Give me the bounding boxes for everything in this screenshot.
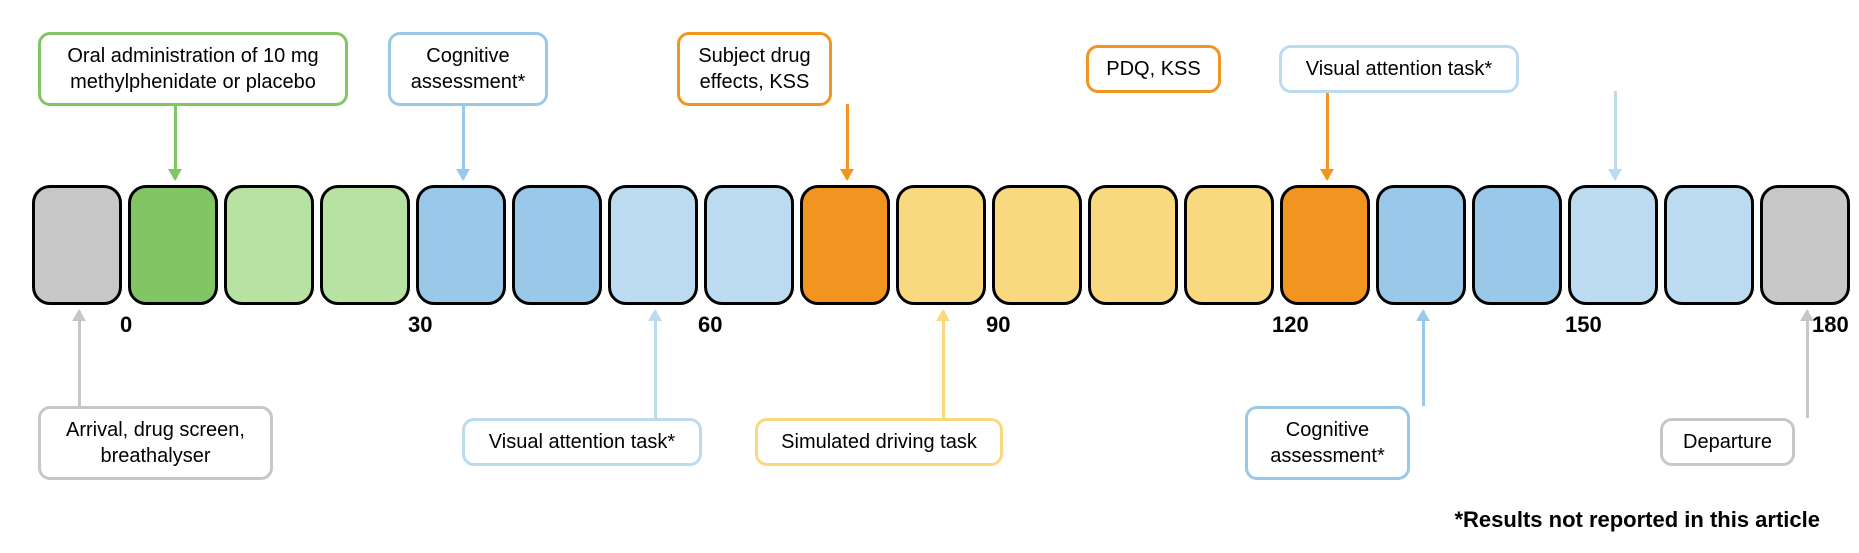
timeline-block (704, 185, 794, 305)
callout-visual-attn-2: Visual attention task* (1279, 45, 1519, 93)
callout-arrival: Arrival, drug screen,breathalyser (38, 406, 273, 480)
timeline-block (800, 185, 890, 305)
arrow (174, 104, 177, 179)
timeline-block (32, 185, 122, 305)
callout-oral-admin: Oral administration of 10 mgmethylphenid… (38, 32, 348, 106)
timeline-block (1568, 185, 1658, 305)
arrow (654, 311, 657, 418)
timeline-block (128, 185, 218, 305)
callout-subject-drug: Subject drugeffects, KSS (677, 32, 832, 106)
timeline-row (32, 185, 1850, 305)
callout-departure: Departure (1660, 418, 1795, 466)
timeline-block (1472, 185, 1562, 305)
timeline-block (320, 185, 410, 305)
axis-tick: 90 (986, 312, 1010, 338)
arrow (942, 311, 945, 418)
arrow (1326, 91, 1329, 179)
timeline-block (1664, 185, 1754, 305)
timeline-block (1088, 185, 1178, 305)
callout-cognitive-2: Cognitiveassessment* (1245, 406, 1410, 480)
arrow (1422, 311, 1425, 406)
callout-pdq-kss: PDQ, KSS (1086, 45, 1221, 93)
arrow (462, 104, 465, 179)
timeline-block (608, 185, 698, 305)
callout-visual-attn-1: Visual attention task* (462, 418, 702, 466)
timeline-block (1376, 185, 1466, 305)
arrow (78, 311, 81, 406)
axis-tick: 150 (1565, 312, 1602, 338)
callout-sim-driving: Simulated driving task (755, 418, 1003, 466)
axis-tick: 30 (408, 312, 432, 338)
axis-tick: 60 (698, 312, 722, 338)
timeline-block (1184, 185, 1274, 305)
callout-cognitive-1: Cognitiveassessment* (388, 32, 548, 106)
arrow (846, 104, 849, 179)
timeline-block (224, 185, 314, 305)
timeline-block (1280, 185, 1370, 305)
axis-tick: 0 (120, 312, 132, 338)
timeline-block (416, 185, 506, 305)
axis-tick: 120 (1272, 312, 1309, 338)
axis-tick: 180 (1812, 312, 1849, 338)
footnote: *Results not reported in this article (1454, 507, 1820, 533)
timeline-block (992, 185, 1082, 305)
timeline-block (896, 185, 986, 305)
timeline-block (1760, 185, 1850, 305)
timeline-diagram: 0306090120150180 Oral administration of … (20, 20, 1840, 533)
timeline-block (512, 185, 602, 305)
arrow (1614, 91, 1617, 179)
arrow (1806, 311, 1809, 418)
